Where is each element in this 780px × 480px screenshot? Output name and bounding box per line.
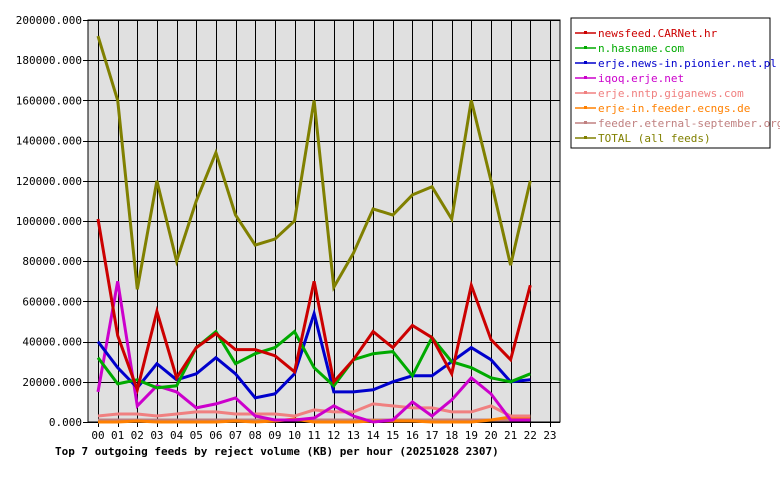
legend: newsfeed.CARNet.hr n.hasname.com erje.news…	[570, 17, 780, 149]
x-tick-label: 20	[484, 429, 497, 442]
legend-item: erje-in.feeder.ecngs.de	[575, 102, 750, 115]
legend-label: erje.news-in.pionier.net.pl	[598, 57, 777, 70]
y-tick-label: 160000.000	[16, 94, 82, 107]
legend-item: erje.news-in.pionier.net.pl	[575, 57, 777, 70]
series-line	[96, 308, 531, 400]
legend-label: newsfeed.CARNet.hr	[598, 27, 718, 40]
legend-item: n.hasname.com	[575, 42, 684, 55]
y-tick-label: 200000.000	[16, 14, 82, 27]
y-tick-label: 100000.000	[16, 215, 82, 228]
x-tick-label: 11	[308, 429, 321, 442]
x-tick-label: 00	[91, 429, 104, 442]
legend-item: erje.nntp.giganews.com	[575, 87, 744, 100]
x-tick-label: 10	[288, 429, 301, 442]
legend-label: n.hasname.com	[598, 42, 684, 55]
y-tick-label: 40000.000	[22, 336, 82, 349]
x-tick-label: 07	[229, 429, 242, 442]
series-line	[96, 35, 532, 293]
x-tick-label: 12	[327, 429, 340, 442]
legend-label: erje.nntp.giganews.com	[598, 87, 744, 100]
x-tick-label: 06	[209, 429, 222, 442]
x-tick-label: 16	[406, 429, 419, 442]
series-line	[98, 415, 531, 424]
legend-item: feeder.eternal-september.org	[575, 117, 780, 130]
x-tick-label: 04	[170, 429, 184, 442]
series-line	[96, 329, 531, 390]
legend-item: iqoq.erje.net	[575, 72, 684, 85]
x-tick-label: 01	[111, 429, 124, 442]
y-tick-label: 0.000	[49, 416, 82, 429]
x-tick-label: 17	[425, 429, 438, 442]
x-axis: 00 01 02 03 04 05 06 07 08 09 10 11 12 13 14 15 16 17 18 19…	[91, 429, 556, 442]
x-tick-label: 15	[386, 429, 399, 442]
legend-item: TOTAL (all feeds)	[575, 132, 711, 145]
y-axis: 0.000 20000.000 40000.000 60000.000 80000.00…	[16, 14, 82, 429]
legend-label: feeder.eternal-september.org	[598, 117, 780, 130]
x-tick-label: 22	[524, 429, 537, 442]
x-tick-label: 21	[504, 429, 517, 442]
x-tick-label: 19	[465, 429, 478, 442]
y-tick-label: 20000.000	[22, 376, 82, 389]
y-tick-label: 120000.000	[16, 175, 82, 188]
y-tick-label: 140000.000	[16, 135, 82, 148]
x-tick-label: 09	[268, 429, 281, 442]
chart-title: Top 7 outgoing feeds by reject volume (K…	[55, 445, 499, 458]
y-tick-label: 80000.000	[22, 255, 82, 268]
series-line	[96, 218, 532, 395]
x-tick-label: 14	[366, 429, 380, 442]
x-tick-label: 18	[445, 429, 458, 442]
legend-box	[570, 17, 771, 149]
series-line	[96, 281, 531, 424]
x-tick-label: 03	[150, 429, 163, 442]
legend-label: iqoq.erje.net	[598, 72, 684, 85]
y-tick-label: 60000.000	[22, 295, 82, 308]
x-tick-label: 05	[190, 429, 203, 442]
x-tick-label: 08	[249, 429, 262, 442]
legend-label: TOTAL (all feeds)	[598, 132, 711, 145]
x-tick-label: 23	[543, 429, 556, 442]
series-lines	[96, 35, 532, 424]
legend-item: newsfeed.CARNet.hr	[575, 27, 718, 40]
x-tick-label: 13	[347, 429, 360, 442]
y-tick-label: 180000.000	[16, 54, 82, 67]
x-tick-label: 02	[131, 429, 144, 442]
series-line	[97, 402, 531, 418]
legend-label: erje-in.feeder.ecngs.de	[598, 102, 750, 115]
